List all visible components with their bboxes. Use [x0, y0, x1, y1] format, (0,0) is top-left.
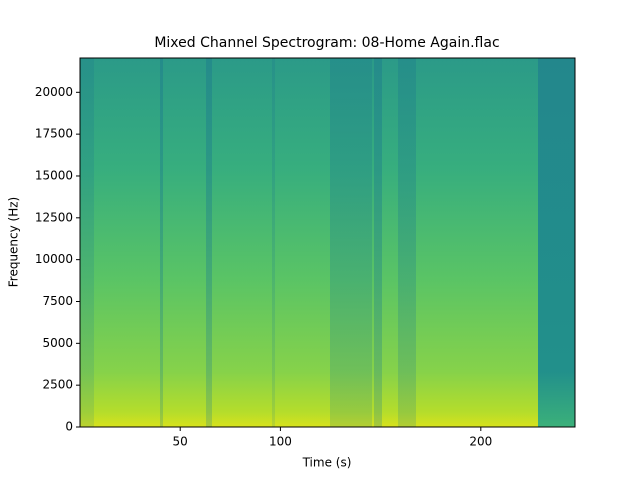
chart-title: Mixed Channel Spectrogram: 08-Home Again…: [154, 35, 499, 51]
spectrogram-image: [80, 58, 575, 427]
y-axis-label: Frequency (Hz): [7, 197, 21, 288]
y-tick-label: 10000: [35, 252, 73, 266]
x-axis-label: Time (s): [302, 456, 352, 470]
y-tick-label: 20000: [35, 85, 73, 99]
axes: 50 100 200 0 2500 5000 7500 10000 12500 15000 1750…: [35, 85, 492, 449]
x-tick-label: 50: [173, 435, 188, 449]
y-tick-label: 0: [65, 420, 73, 434]
y-tick-label: 15000: [35, 168, 73, 182]
x-tick-label: 200: [469, 435, 492, 449]
x-tick-label: 100: [269, 435, 292, 449]
y-tick-label: 12500: [35, 210, 73, 224]
plot-frame: [79, 57, 576, 428]
y-tick-label: 17500: [35, 127, 73, 141]
y-tick-label: 5000: [42, 336, 73, 350]
y-tick-label: 7500: [42, 294, 73, 308]
y-tick-label: 2500: [42, 378, 73, 392]
